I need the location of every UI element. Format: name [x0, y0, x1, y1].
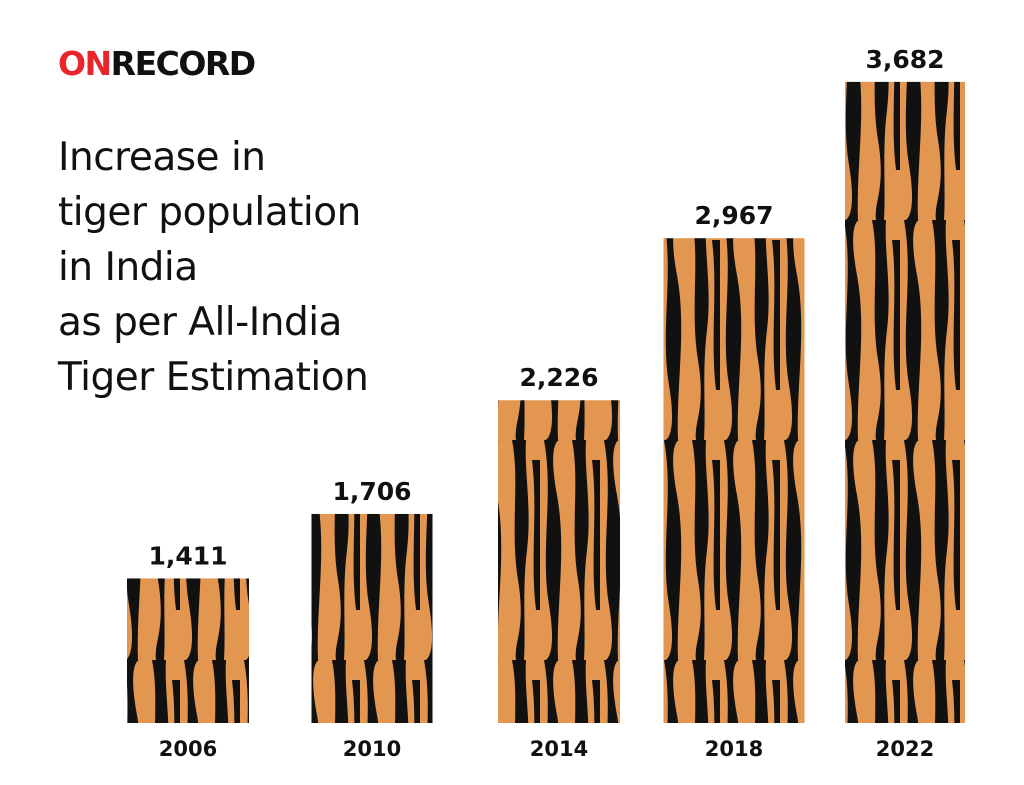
bar: [663, 238, 805, 723]
value-label: 1,411: [148, 541, 227, 570]
value-label: 3,682: [865, 45, 944, 74]
brand-rest: RECORD: [110, 44, 257, 83]
x-tick-label: 2022: [876, 737, 934, 761]
value-label: 2,226: [519, 363, 598, 392]
bar: [311, 513, 433, 723]
chart-title: Increase in tiger population in India as…: [58, 135, 369, 400]
bar: [127, 578, 249, 723]
x-tick-label: 2006: [159, 737, 217, 761]
value-label: 1,706: [332, 477, 411, 506]
x-tick-label: 2014: [530, 737, 588, 761]
brand-logo: ONRECORD: [58, 44, 257, 83]
x-tick-label: 2010: [343, 737, 401, 761]
x-tick-label: 2018: [705, 737, 763, 761]
bar: [845, 81, 965, 724]
bar: [498, 400, 620, 723]
brand-accent: ON: [58, 44, 112, 83]
value-label: 2,967: [694, 201, 773, 230]
